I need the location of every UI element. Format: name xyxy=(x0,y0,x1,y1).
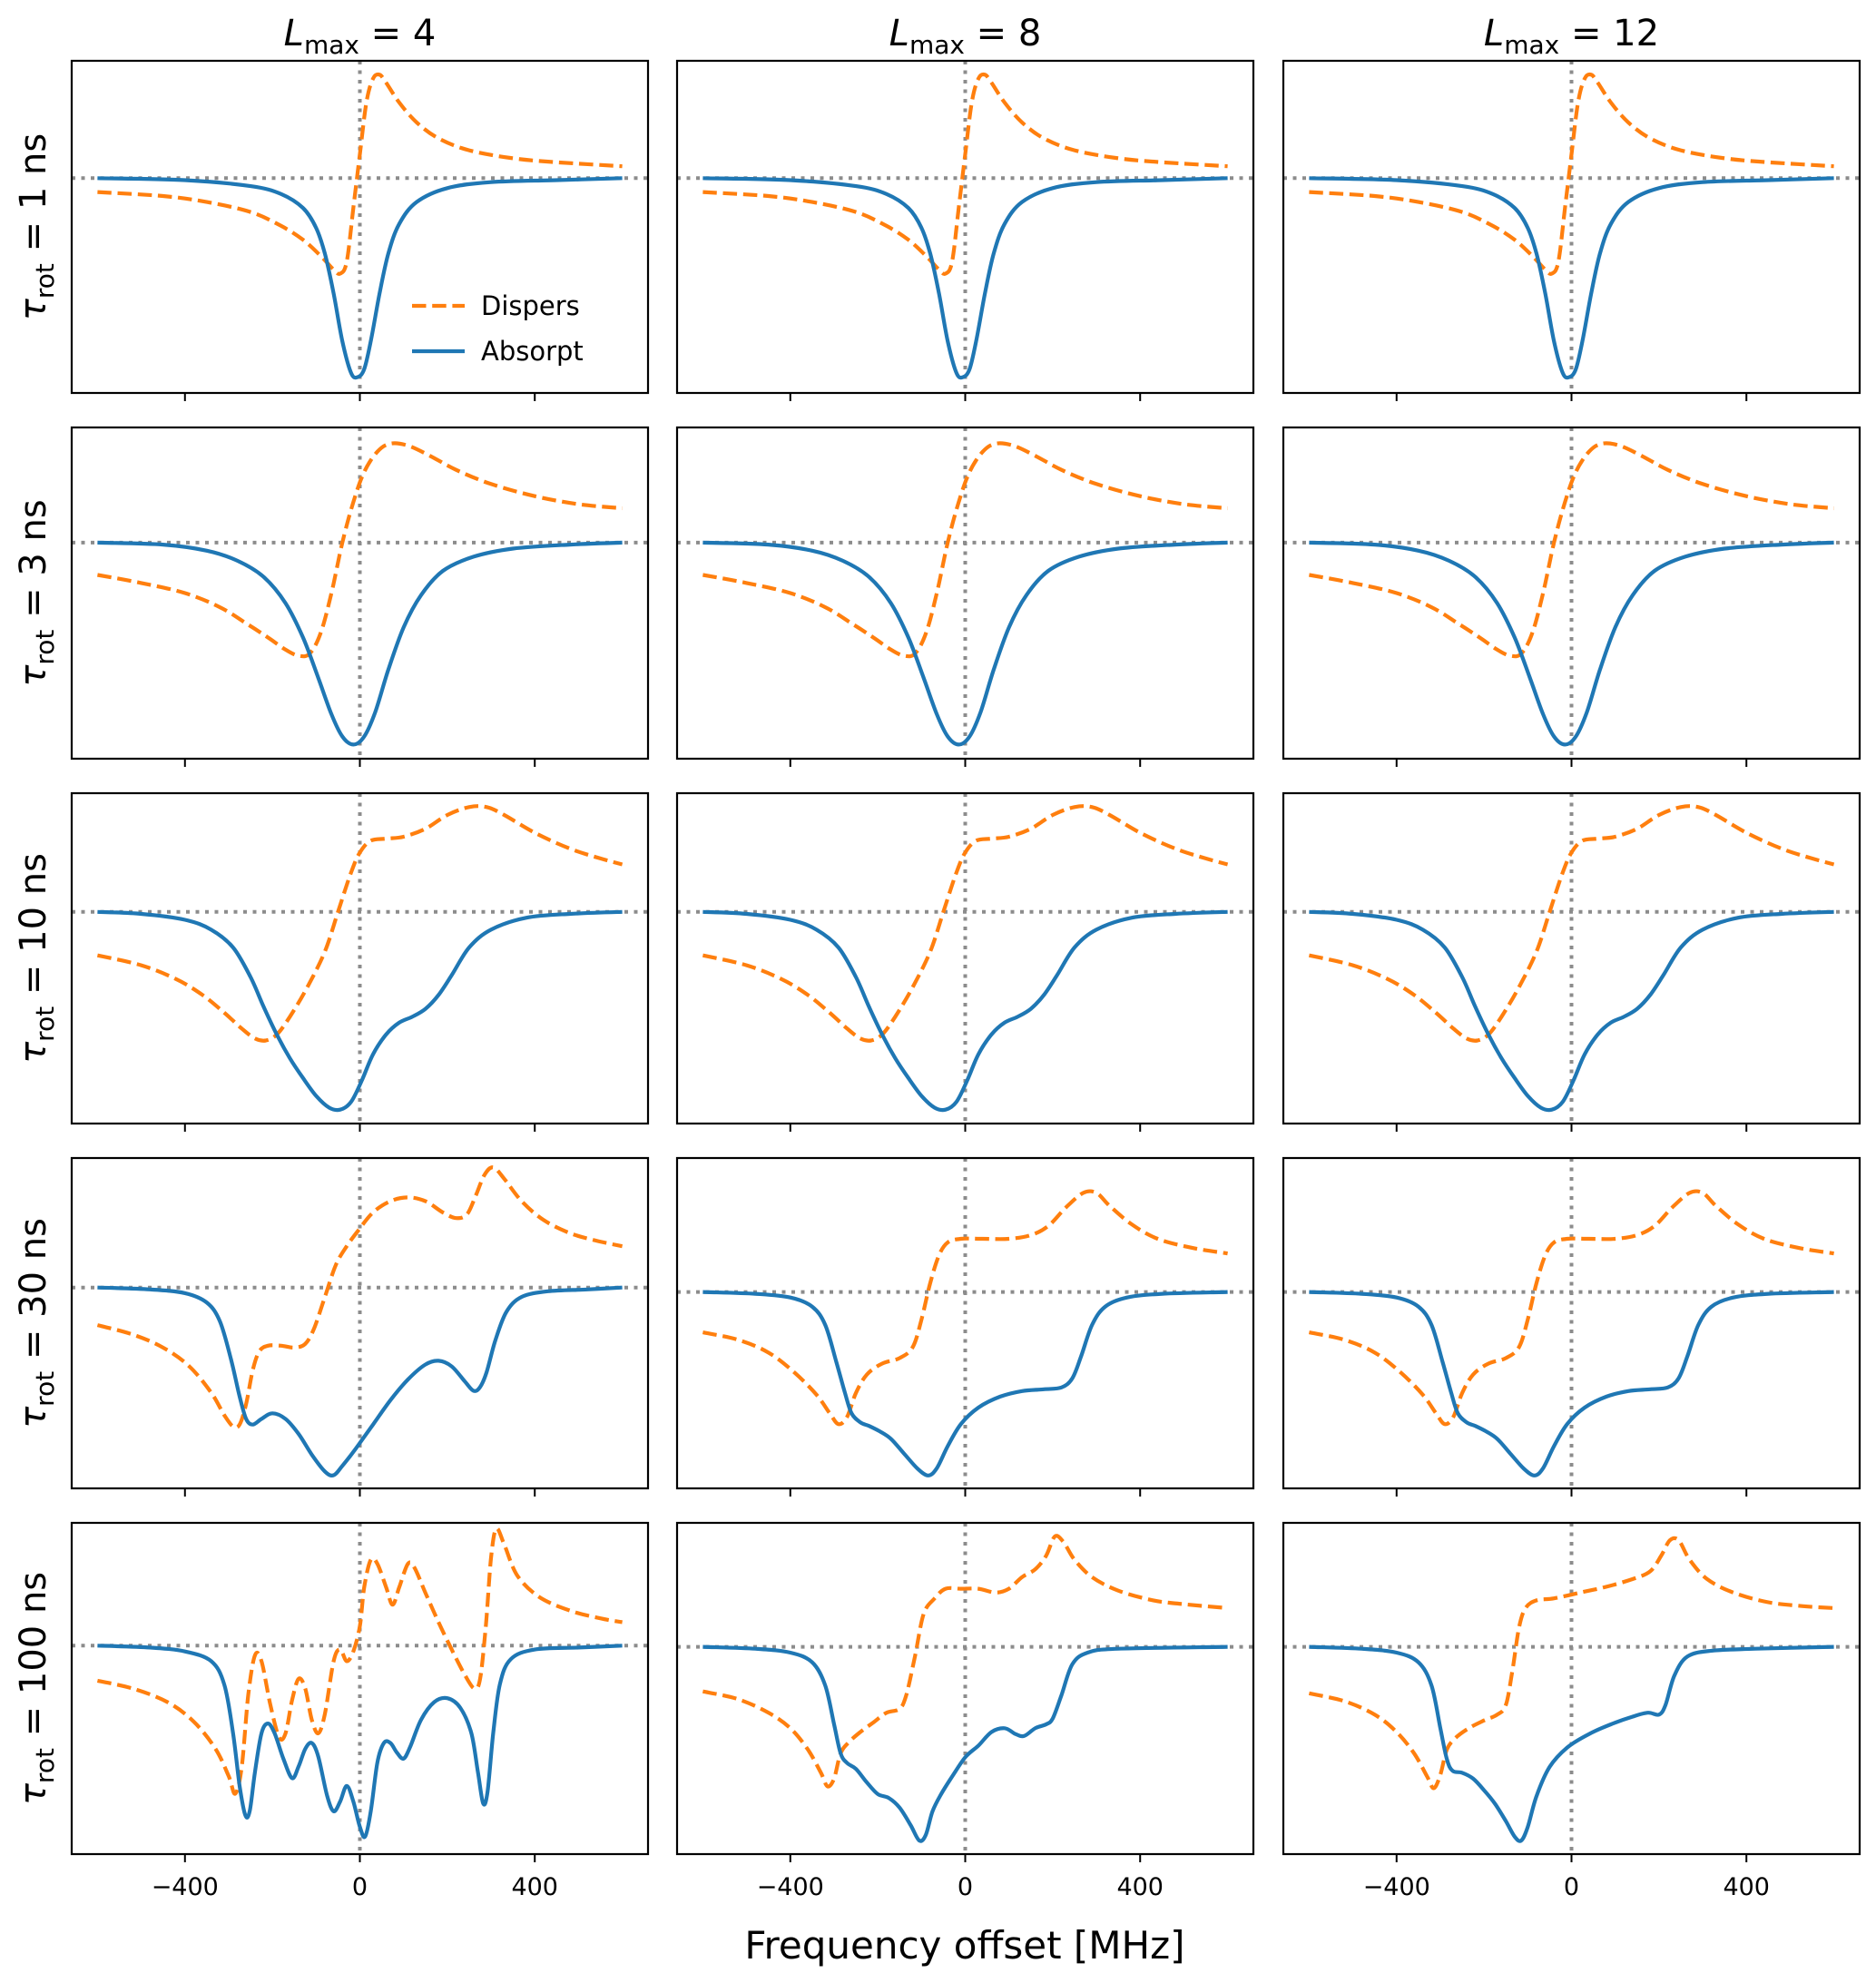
panels: Dispers Absorpt −400 0 400 −400 0 400 −400 0 400 xyxy=(70,59,1861,1901)
dispers-series-line xyxy=(1308,804,1835,1043)
panel-r3-c1 xyxy=(675,1156,1255,1497)
x-tick-label: 0 xyxy=(958,1873,973,1901)
dispers-series-line xyxy=(702,1189,1228,1427)
dispers-series-line xyxy=(96,1526,623,1796)
column-title: Lmax = 4 xyxy=(284,13,437,60)
dispers-series-line xyxy=(1309,72,1834,277)
dispers-series-line xyxy=(1308,1189,1834,1427)
absorpt-series-line xyxy=(97,540,623,747)
dispers-series-line xyxy=(96,1165,624,1430)
absorpt-series-line xyxy=(97,176,623,380)
legend: Dispers Absorpt xyxy=(412,290,584,367)
column-titles: Lmax = 4 Lmax = 8 Lmax = 12 xyxy=(284,13,1659,60)
x-axis-label: Frequency offset [MHz] xyxy=(744,1923,1184,1968)
dispers-series-line xyxy=(1308,1536,1834,1791)
panel-r1-c1 xyxy=(675,426,1255,767)
absorpt-series-line xyxy=(97,909,623,1113)
absorpt-series-line xyxy=(702,540,1228,747)
x-tick-label: 0 xyxy=(1564,1873,1579,1901)
panel-r4-c0: −400 0 400 xyxy=(70,1521,650,1901)
panel-r4-c2: −400 0 400 xyxy=(1282,1521,1861,1901)
absorpt-series-line xyxy=(1309,1644,1834,1843)
absorpt-series-line xyxy=(1309,540,1834,747)
dispers-series-line xyxy=(97,441,623,659)
absorpt-series-line xyxy=(1309,1290,1834,1477)
legend-label: Dispers xyxy=(481,290,580,321)
panel-r3-c2 xyxy=(1282,1156,1861,1497)
dispers-series-line xyxy=(702,72,1228,277)
panel-r1-c2 xyxy=(1282,426,1861,767)
x-tick-label: −400 xyxy=(1363,1873,1430,1901)
panel-r3-c0 xyxy=(70,1156,650,1497)
row-title: τrot = 1 ns xyxy=(13,133,60,320)
x-tick-label: 400 xyxy=(511,1873,558,1901)
panel-r4-c1: −400 0 400 xyxy=(675,1521,1255,1901)
x-tick-label: −400 xyxy=(757,1873,824,1901)
dispers-series-line xyxy=(702,804,1229,1043)
x-tick-label: 400 xyxy=(1723,1873,1770,1901)
absorpt-series-line xyxy=(702,909,1228,1113)
dispers-series-line xyxy=(96,804,624,1043)
absorpt-series-line xyxy=(1309,176,1834,380)
panel-r1-c0 xyxy=(70,426,650,767)
panel-r0-c2 xyxy=(1282,59,1861,401)
absorpt-series-line xyxy=(702,1290,1228,1477)
column-title: Lmax = 12 xyxy=(1484,13,1659,60)
absorpt-series-line xyxy=(97,1285,623,1477)
x-tick-label: 0 xyxy=(352,1873,368,1901)
x-tick-label: 400 xyxy=(1116,1873,1164,1901)
column-title: Lmax = 8 xyxy=(889,13,1042,60)
row-title: τrot = 10 ns xyxy=(13,853,60,1064)
row-title: τrot = 3 ns xyxy=(13,499,60,686)
absorpt-series-line xyxy=(97,1644,623,1840)
x-tick-label: −400 xyxy=(152,1873,219,1901)
dispers-series-line xyxy=(702,1534,1228,1789)
dispers-series-line xyxy=(702,441,1228,659)
panel-r0-c0: Dispers Absorpt xyxy=(70,59,650,401)
dispers-series-line xyxy=(1309,441,1834,659)
absorpt-series-line xyxy=(1309,909,1834,1113)
row-title: τrot = 30 ns xyxy=(13,1218,60,1428)
absorpt-series-line xyxy=(702,1644,1228,1843)
panel-r2-c1 xyxy=(675,791,1255,1132)
absorpt-series-line xyxy=(702,176,1228,380)
row-title: τrot = 100 ns xyxy=(13,1572,60,1805)
row-labels: τrot = 1 ns τrot = 3 ns τrot = 10 ns τrot =… xyxy=(13,133,60,1805)
panel-r2-c2 xyxy=(1282,791,1861,1132)
panel-r2-c0 xyxy=(70,791,650,1132)
panel-r0-c1 xyxy=(675,59,1255,401)
legend-label: Absorpt xyxy=(481,336,584,367)
dispers-series-line xyxy=(97,72,623,277)
